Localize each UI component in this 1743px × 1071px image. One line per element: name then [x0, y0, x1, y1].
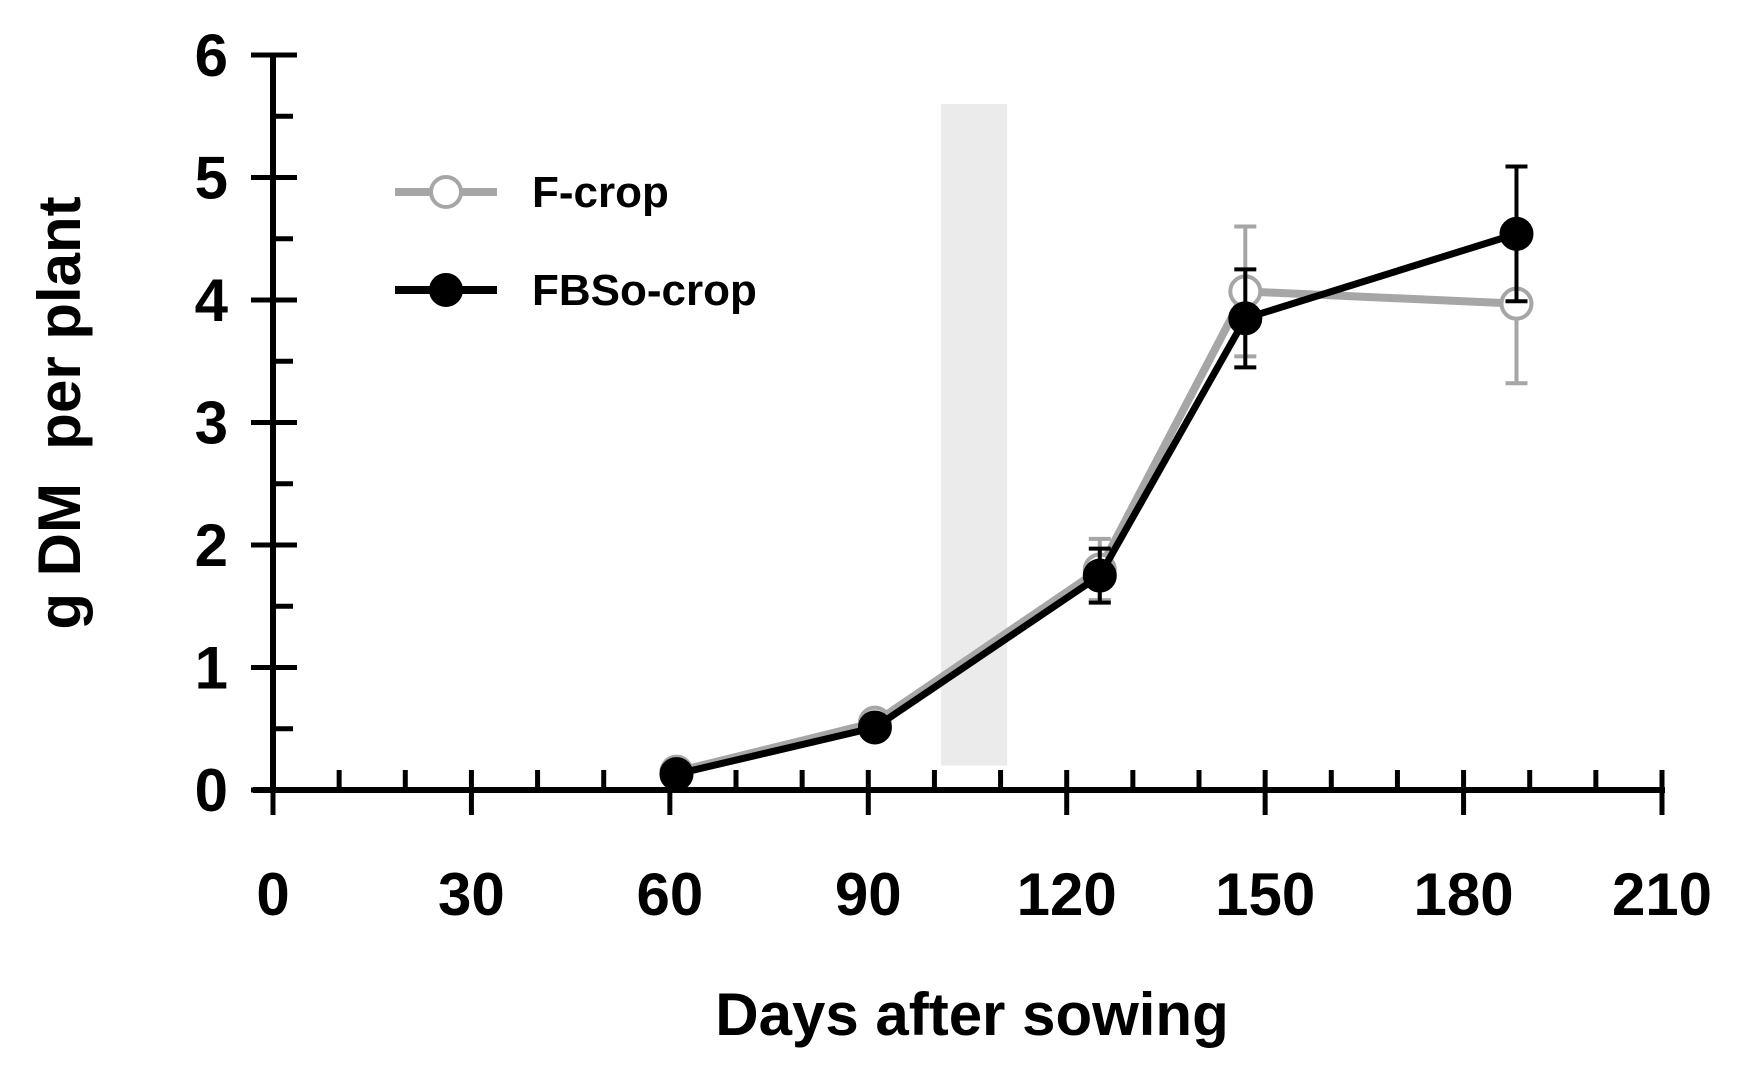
x-tick-label: 0	[256, 861, 289, 928]
y-tick-label: 4	[195, 267, 229, 334]
x-tick-label: 180	[1414, 861, 1514, 928]
x-tick-label: 90	[835, 861, 902, 928]
y-tick-label: 3	[195, 390, 228, 457]
data-point	[1082, 558, 1117, 593]
y-axis-title: g DM per plant	[26, 196, 93, 629]
data-point	[857, 710, 892, 745]
x-tick-label: 30	[438, 861, 505, 928]
data-point	[1228, 301, 1263, 336]
legend-label: FBSo-crop	[532, 266, 757, 315]
plot-area	[659, 164, 1534, 792]
x-tick-label: 120	[1017, 861, 1117, 928]
series-f-crop	[659, 222, 1534, 789]
x-axis-title: Days after sowing	[715, 981, 1229, 1048]
y-tick-label: 5	[195, 145, 228, 212]
series-line	[675, 287, 1517, 776]
y-tick-label: 1	[195, 635, 228, 702]
x-tick-label: 150	[1215, 861, 1315, 928]
data-point	[1499, 216, 1534, 251]
y-tick-label: 2	[195, 512, 228, 579]
x-tick-label: 210	[1612, 861, 1712, 928]
series-line	[675, 230, 1518, 778]
legend: F-crop FBSo-crop	[395, 168, 757, 315]
y-tick-label: 0	[195, 757, 228, 824]
legend-marker	[429, 273, 463, 307]
x-tick-label: 60	[636, 861, 703, 928]
legend-label: F-crop	[532, 168, 669, 217]
legend-marker	[429, 175, 463, 209]
data-point	[659, 757, 694, 792]
y-tick-label: 6	[195, 22, 228, 89]
series-fbso-crop	[659, 164, 1534, 792]
